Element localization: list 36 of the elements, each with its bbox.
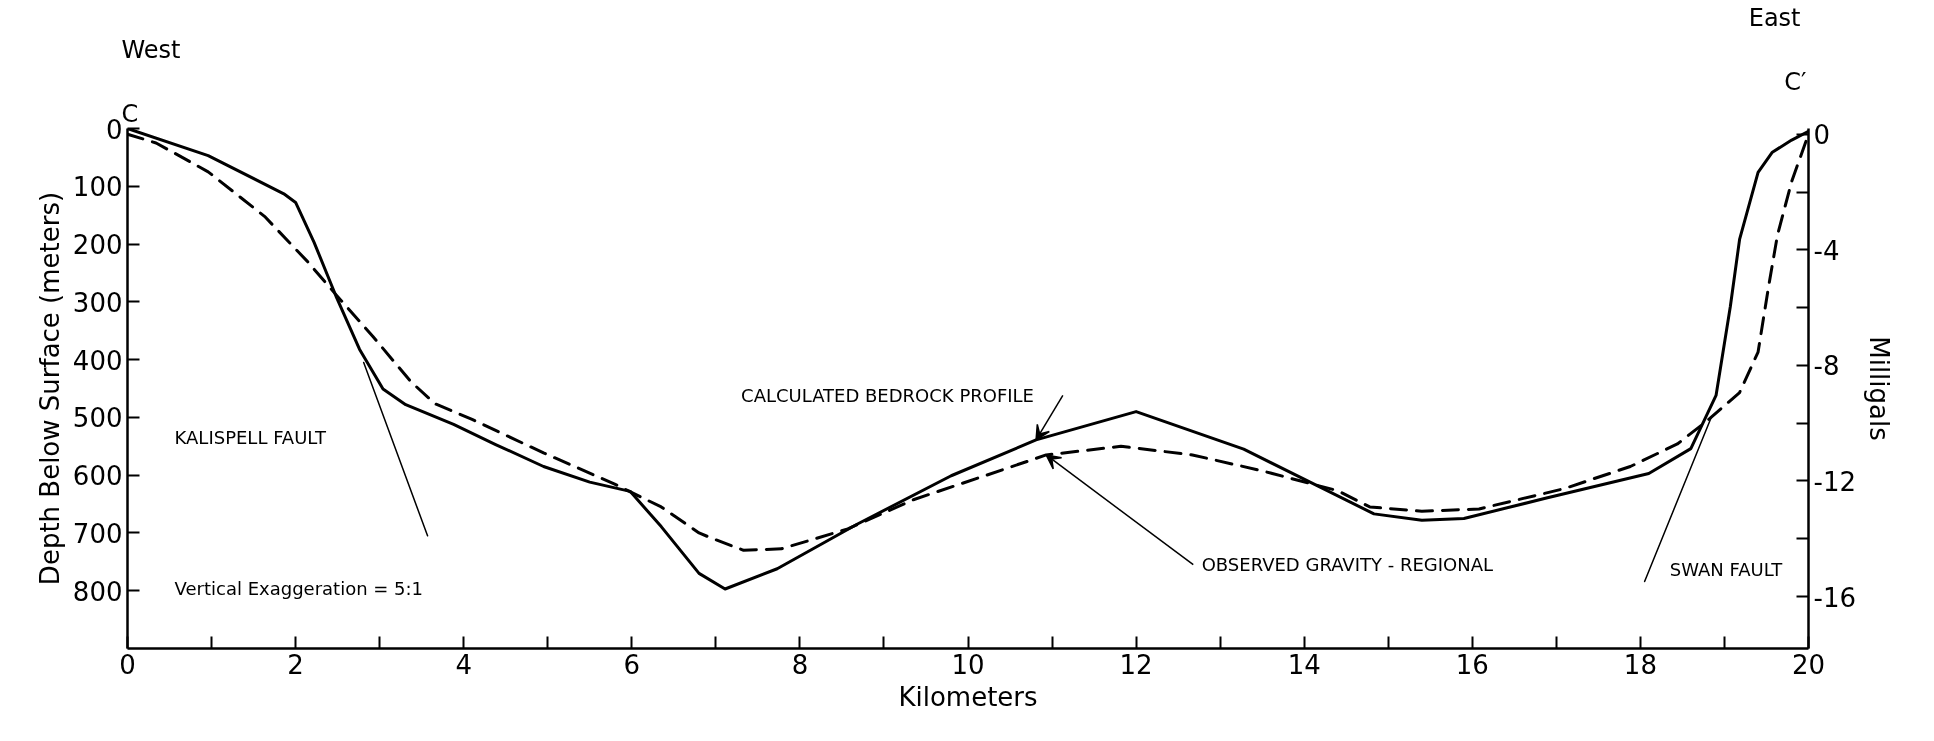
y-tick-label: 400 bbox=[72, 345, 123, 376]
y-tick-label: 0 bbox=[105, 114, 123, 145]
x-tick-label: 12 bbox=[1119, 649, 1153, 680]
y2-tick-label: -8 bbox=[1813, 351, 1840, 382]
y2-tick-label: -12 bbox=[1813, 466, 1856, 497]
x-tick-label: 8 bbox=[791, 649, 809, 680]
series-label: CALCULATED BEDROCK PROFILE bbox=[741, 384, 1034, 406]
x-tick-label: 16 bbox=[1455, 649, 1489, 680]
y-tick-label: 700 bbox=[72, 518, 123, 549]
y-tick-label: 200 bbox=[72, 230, 123, 261]
x-axis-title: Kilometers bbox=[898, 681, 1038, 712]
annotation: KALISPELL FAULT bbox=[174, 427, 327, 449]
y2-axis-title: Milligals bbox=[1863, 336, 1894, 441]
y-tick-label: 100 bbox=[72, 172, 123, 203]
text: C′ bbox=[1784, 67, 1807, 96]
text: OBSERVED GRAVITY - REGIONAL bbox=[1201, 554, 1493, 576]
x-tick-label: 2 bbox=[287, 649, 304, 680]
text: West bbox=[121, 35, 181, 64]
y-tick-label: 300 bbox=[72, 287, 123, 318]
x-tick-label: 20 bbox=[1791, 649, 1826, 680]
x-tick-label: 4 bbox=[455, 649, 472, 680]
text: C bbox=[121, 99, 139, 128]
y-axis-title: Depth Below Surface (meters) bbox=[34, 191, 65, 586]
y-tick-label: 500 bbox=[72, 403, 123, 434]
annotation: Vertical Exaggeration = 5:1 bbox=[174, 578, 424, 600]
x-tick-label: 14 bbox=[1287, 649, 1321, 680]
y-tick-label: 800 bbox=[72, 576, 123, 607]
y2-tick-label: -4 bbox=[1813, 235, 1840, 266]
text: East bbox=[1748, 3, 1801, 32]
x-tick-label: 10 bbox=[951, 649, 985, 680]
y-tick-label: 600 bbox=[72, 461, 123, 492]
y2-tick-label: 0 bbox=[1813, 120, 1831, 151]
y2-tick-label: -16 bbox=[1813, 582, 1856, 613]
x-tick-label: 18 bbox=[1623, 649, 1657, 680]
x-tick-label: 6 bbox=[623, 649, 641, 680]
annotation: SWAN FAULT bbox=[1669, 558, 1784, 580]
